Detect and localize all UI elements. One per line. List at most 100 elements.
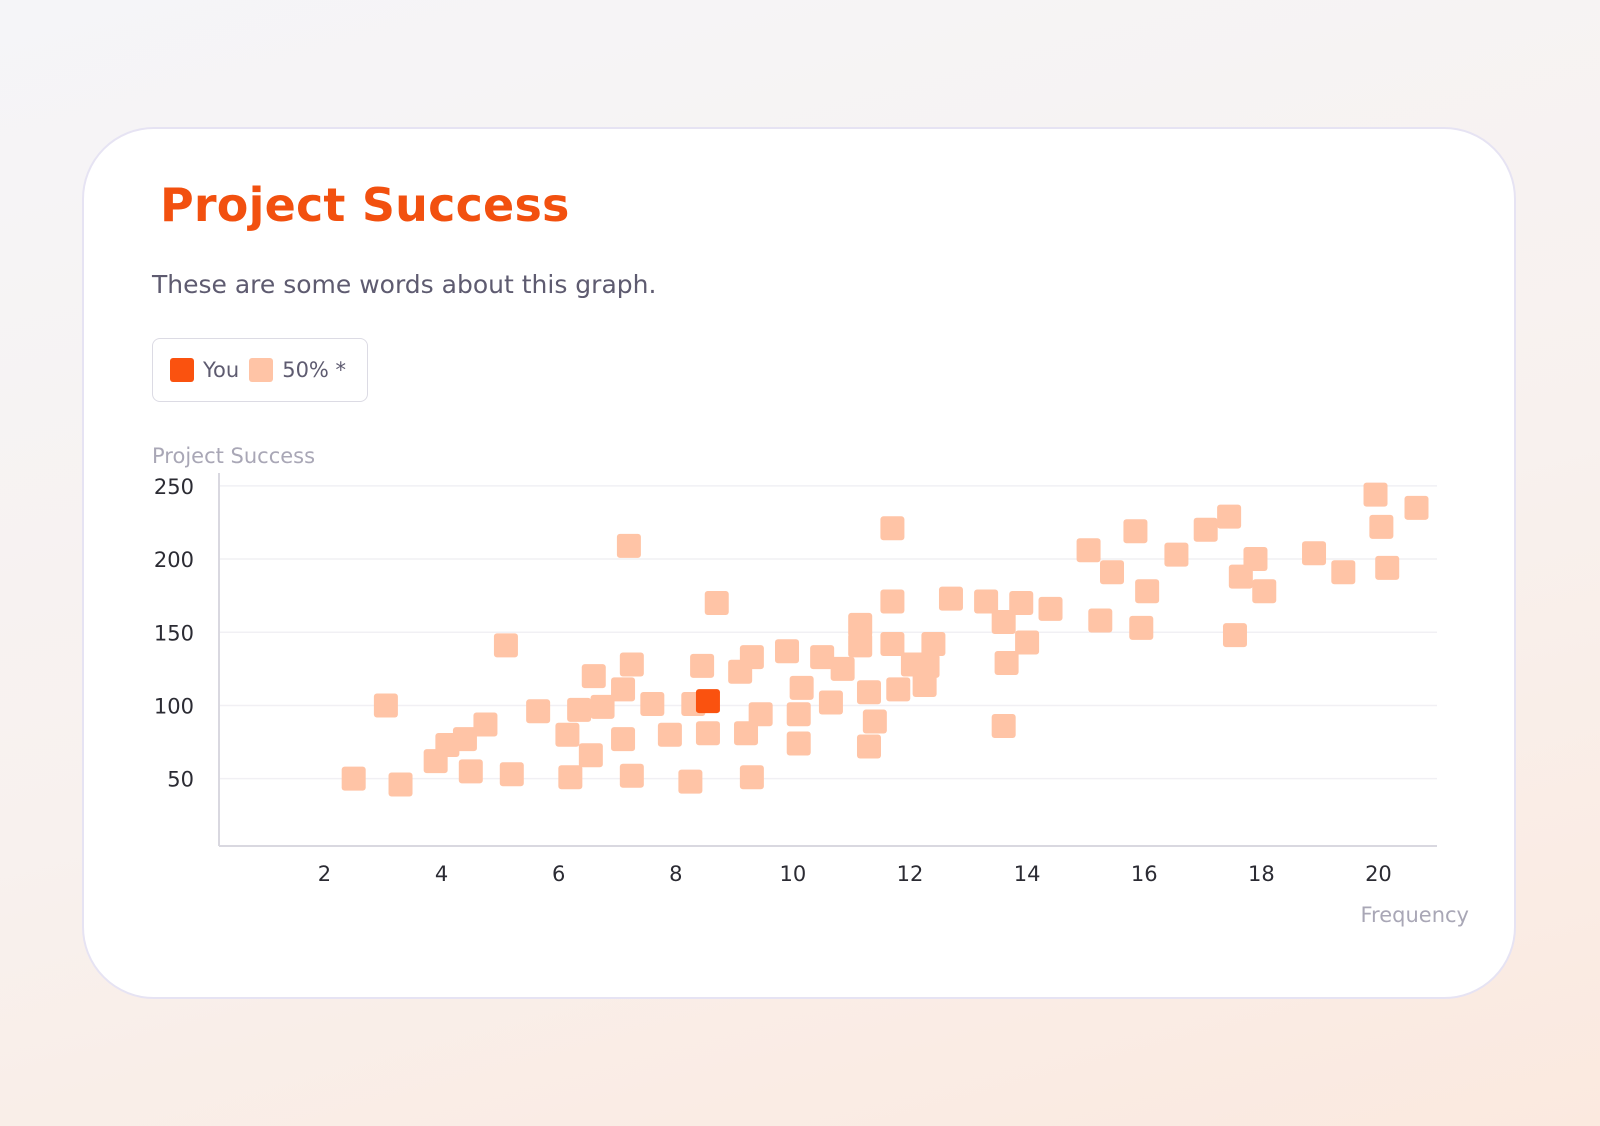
legend-label-you: You bbox=[203, 358, 240, 382]
data-point-median-66 bbox=[1129, 615, 1154, 640]
data-point-median-64 bbox=[1100, 560, 1125, 585]
data-point-median-5 bbox=[452, 727, 477, 752]
data-point-median-26 bbox=[690, 653, 715, 678]
data-points bbox=[341, 482, 1429, 797]
data-point-median-60 bbox=[1015, 630, 1040, 655]
data-point-median-73 bbox=[1243, 547, 1268, 572]
data-point-median-11 bbox=[555, 722, 580, 747]
data-point-median-28 bbox=[704, 590, 729, 615]
card-subtitle: These are some words about this graph. bbox=[152, 270, 657, 299]
y-tick-label-50: 50 bbox=[167, 768, 194, 792]
y-axis-label: Project Success bbox=[152, 444, 315, 468]
data-point-median-76 bbox=[1331, 560, 1356, 585]
legend-label-median: 50% * bbox=[282, 358, 347, 382]
data-point-median-32 bbox=[739, 765, 764, 790]
data-point-median-8 bbox=[493, 633, 518, 658]
data-point-median-68 bbox=[1164, 542, 1189, 567]
data-point-median-67 bbox=[1135, 579, 1160, 604]
data-point-median-54 bbox=[938, 586, 963, 611]
data-point-median-1 bbox=[373, 693, 398, 718]
x-tick-label-14: 14 bbox=[1014, 862, 1041, 886]
data-point-median-63 bbox=[1088, 608, 1113, 633]
data-point-median-6 bbox=[458, 759, 483, 784]
data-point-median-18 bbox=[611, 677, 636, 702]
data-point-median-7 bbox=[473, 712, 498, 737]
data-point-median-52 bbox=[912, 672, 937, 697]
axes bbox=[218, 473, 1437, 847]
data-point-median-0 bbox=[341, 766, 366, 791]
x-tick-label-2: 2 bbox=[318, 862, 331, 886]
data-point-median-80 bbox=[1404, 495, 1429, 520]
data-point-median-25 bbox=[678, 769, 703, 794]
data-point-median-57 bbox=[991, 713, 1016, 738]
y-tick-label-200: 200 bbox=[154, 548, 194, 572]
x-tick-label-16: 16 bbox=[1131, 862, 1158, 886]
x-tick-label-20: 20 bbox=[1365, 862, 1392, 886]
gridlines bbox=[219, 485, 1437, 780]
data-point-median-12 bbox=[558, 765, 583, 790]
data-point-median-17 bbox=[611, 727, 636, 752]
y-tick-label-250: 250 bbox=[154, 475, 194, 499]
data-point-median-65 bbox=[1123, 519, 1148, 544]
data-point-median-19 bbox=[616, 533, 641, 558]
data-point-you bbox=[695, 689, 720, 714]
tick-labels: 50 100 150 200 250 2 4 6 8 10 12 14 16 18 20 bbox=[154, 475, 1392, 886]
data-point-median-27 bbox=[695, 721, 720, 746]
x-tick-label-12: 12 bbox=[897, 862, 924, 886]
x-tick-label-4: 4 bbox=[435, 862, 448, 886]
card-title: Project Success bbox=[160, 178, 570, 232]
data-point-median-59 bbox=[1009, 590, 1034, 615]
x-tick-label-18: 18 bbox=[1248, 862, 1275, 886]
legend-swatch-median bbox=[249, 358, 274, 382]
chart-legend: You 50% * bbox=[152, 338, 368, 402]
data-point-median-61 bbox=[1038, 596, 1063, 621]
data-point-median-78 bbox=[1369, 514, 1394, 539]
data-point-median-69 bbox=[1193, 517, 1218, 542]
data-point-median-38 bbox=[810, 645, 835, 670]
data-point-median-47 bbox=[880, 589, 905, 614]
x-tick-label-8: 8 bbox=[669, 862, 682, 886]
data-point-median-49 bbox=[886, 677, 911, 702]
data-point-median-53 bbox=[921, 631, 946, 656]
data-point-median-14 bbox=[578, 743, 603, 768]
data-point-median-75 bbox=[1302, 541, 1327, 566]
data-point-median-55 bbox=[974, 589, 999, 614]
data-point-median-41 bbox=[848, 612, 873, 637]
data-point-median-20 bbox=[619, 652, 644, 677]
data-point-median-15 bbox=[581, 664, 606, 689]
data-point-median-51 bbox=[915, 653, 940, 678]
data-point-median-10 bbox=[526, 699, 551, 724]
y-tick-label-100: 100 bbox=[154, 694, 194, 718]
x-tick-label-6: 6 bbox=[552, 862, 565, 886]
data-point-median-74 bbox=[1252, 579, 1277, 604]
data-point-median-77 bbox=[1363, 482, 1388, 507]
x-tick-label-10: 10 bbox=[779, 862, 806, 886]
data-point-median-39 bbox=[818, 690, 843, 715]
chart-card bbox=[82, 127, 1516, 999]
data-point-median-13 bbox=[567, 697, 592, 722]
data-point-median-79 bbox=[1375, 555, 1400, 580]
data-point-median-45 bbox=[862, 709, 887, 734]
data-point-median-62 bbox=[1076, 538, 1101, 563]
data-point-median-34 bbox=[775, 639, 800, 664]
data-point-median-70 bbox=[1217, 504, 1242, 529]
data-point-median-22 bbox=[640, 691, 665, 716]
x-axis-label: Frequency bbox=[1361, 903, 1470, 927]
data-point-median-44 bbox=[856, 734, 881, 759]
data-point-median-48 bbox=[880, 631, 905, 656]
data-point-median-16 bbox=[590, 694, 615, 719]
data-point-median-35 bbox=[786, 731, 811, 756]
data-point-median-43 bbox=[856, 680, 881, 705]
data-point-median-42 bbox=[848, 633, 873, 658]
data-point-median-46 bbox=[880, 516, 905, 541]
data-point-median-33 bbox=[748, 702, 773, 727]
data-point-median-2 bbox=[388, 772, 413, 797]
data-point-median-37 bbox=[789, 675, 814, 700]
data-point-median-40 bbox=[830, 656, 855, 681]
data-point-median-21 bbox=[619, 763, 644, 788]
data-point-median-71 bbox=[1222, 623, 1247, 648]
legend-swatch-you bbox=[170, 358, 194, 382]
data-point-median-58 bbox=[994, 651, 1019, 675]
data-point-median-56 bbox=[991, 610, 1016, 635]
